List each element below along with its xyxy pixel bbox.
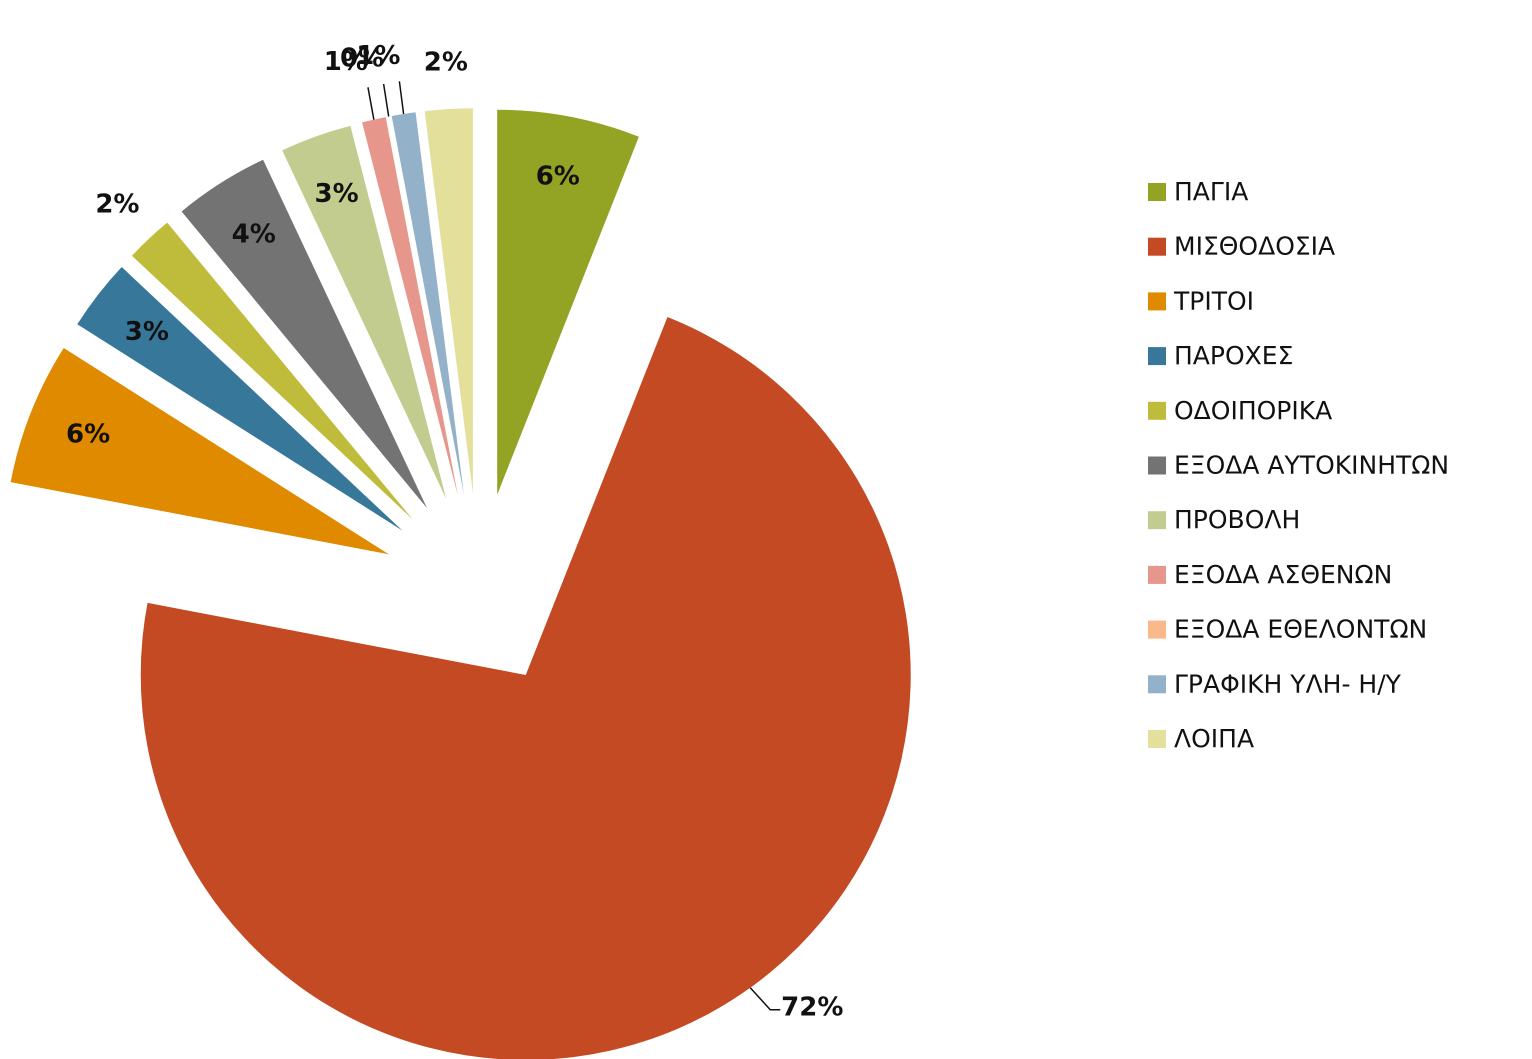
legend-label: ΓΡΑΦΙΚΗ ΥΛΗ- Η/Υ [1174, 669, 1402, 698]
legend-swatch [1148, 347, 1166, 366]
legend-label: ΜΙΣΘΟΔΟΣΙΑ [1174, 232, 1335, 261]
legend-swatch [1148, 675, 1166, 694]
legend-label: ΠΡΟΒΟΛΗ [1174, 505, 1300, 534]
data-label: 3% [125, 317, 169, 347]
pie-slice [77, 266, 403, 531]
leader-line [382, 83, 390, 117]
pie-slice [131, 222, 413, 520]
legend-label: ΟΔΟΙΠΟΡΙΚΑ [1174, 396, 1332, 425]
data-label: 6% [536, 162, 580, 192]
pie-slice [282, 125, 447, 499]
legend-swatch [1148, 183, 1166, 201]
data-label: 2% [424, 47, 468, 77]
pie-slice [424, 108, 473, 494]
legend-swatch [1148, 620, 1166, 639]
legend-label: ΕΞΟΔΑ ΑΥΤΟΚΙΝΗΤΩΝ [1174, 451, 1449, 480]
legend-label: ΛΟΙΠΑ [1174, 724, 1254, 753]
legend-swatch [1148, 292, 1166, 311]
data-label: 1% [356, 41, 400, 71]
legend-label: ΕΞΟΔΑ ΑΣΘΕΝΩΝ [1174, 560, 1392, 589]
legend-label: ΠΑΡΟΧΕΣ [1174, 341, 1293, 370]
pie-slice [10, 347, 389, 555]
pie-slice [362, 117, 458, 496]
data-label: 0% [340, 44, 384, 74]
leader-line [749, 987, 781, 1011]
legend-swatch [1148, 237, 1166, 256]
legend-swatch [1148, 730, 1166, 748]
data-label: 2% [95, 189, 139, 219]
legend-swatch [1148, 401, 1166, 420]
legend-label: ΕΞΟΔΑ ΕΘΕΛΟΝΤΩΝ [1174, 615, 1427, 644]
pie-slice [497, 109, 639, 495]
legend-swatch [1148, 565, 1166, 584]
legend-swatch [1148, 511, 1166, 530]
legend-label: ΤΡΙΤΟΙ [1173, 286, 1254, 315]
data-label: 1% [324, 47, 368, 77]
pie-slice [391, 112, 464, 495]
pie-slice [181, 159, 428, 509]
leader-line [367, 87, 375, 120]
data-label: 3% [315, 179, 359, 209]
legend-swatch [1148, 456, 1166, 475]
legend-label: ΠΑΓΙΑ [1174, 177, 1248, 206]
data-label: 6% [66, 420, 110, 450]
data-label: 72% [781, 992, 843, 1022]
leader-line [398, 81, 405, 115]
pie-slice [140, 317, 911, 1059]
data-label: 4% [232, 220, 276, 250]
